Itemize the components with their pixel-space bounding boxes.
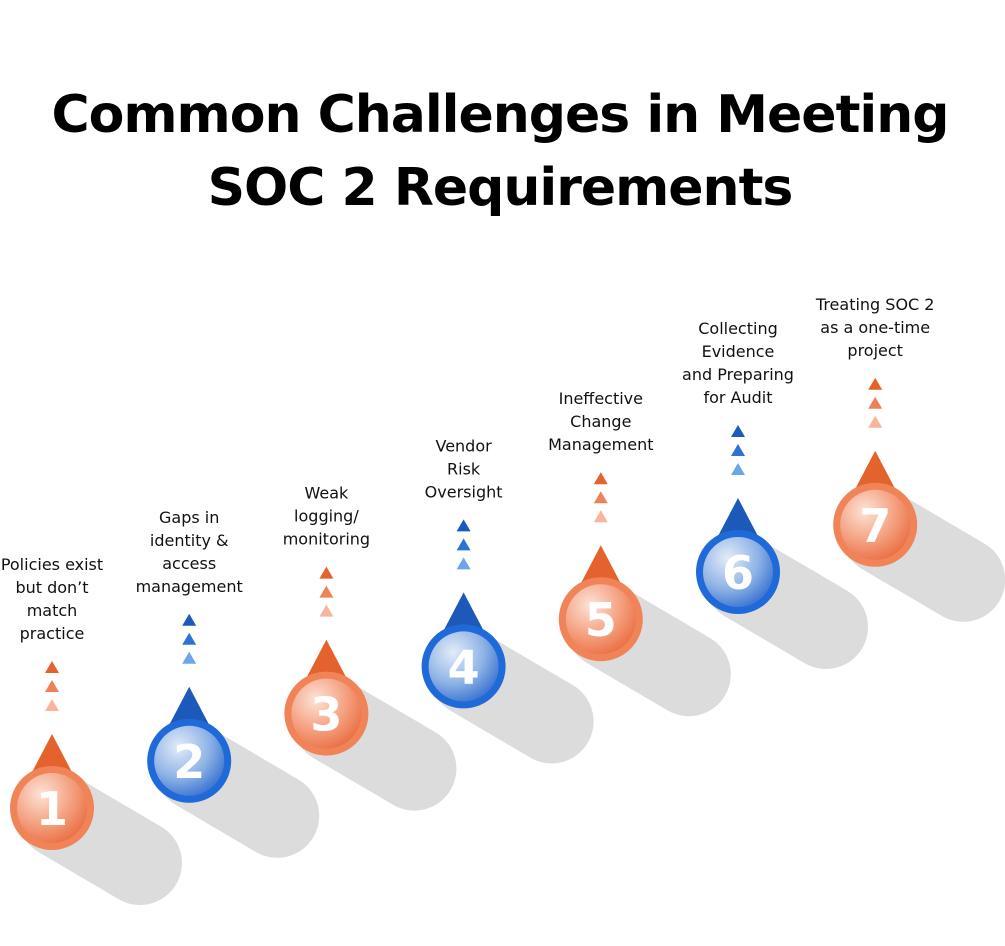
pointer [578, 545, 623, 588]
step-label: Treating SOC 2 [815, 295, 935, 314]
chevron [731, 463, 745, 475]
step-label: monitoring [283, 530, 370, 549]
pointer [304, 639, 349, 682]
chevron [319, 566, 334, 579]
step-label: Evidence [702, 342, 775, 361]
step-label: practice [20, 624, 85, 643]
step-label: Vendor [435, 436, 492, 455]
step-label: Oversight [425, 482, 503, 501]
chevron [45, 699, 59, 711]
step-label: Ineffective [559, 389, 643, 408]
chevron [456, 557, 471, 570]
step: 4 Vendor Risk Oversight [421, 436, 506, 709]
step-label: Management [548, 435, 653, 454]
steps: 1 Policies exist but don’t match practice 2 Ga… [1, 295, 1005, 905]
pointer [716, 498, 760, 540]
chevron [45, 661, 59, 673]
chevron [45, 680, 59, 692]
step-label: Change [570, 412, 631, 431]
step-label: Policies exist [1, 555, 103, 574]
step-label: access [162, 554, 216, 573]
step-label: for Audit [703, 388, 772, 407]
badge [291, 678, 362, 749]
badge [703, 537, 773, 607]
chevron [731, 444, 745, 456]
badge [154, 725, 225, 796]
title-line: SOC 2 Requirements [208, 158, 793, 218]
step-number: 2 [173, 735, 205, 789]
chevron [182, 613, 197, 626]
step: 3 Weak logging/monitoring [283, 484, 370, 756]
chevron [319, 585, 334, 598]
chevron [868, 415, 883, 428]
step: 5 Ineffective Change Management [548, 389, 654, 662]
step-label: identity & [150, 531, 229, 550]
step-label: as a one-time [820, 318, 930, 337]
badge [840, 489, 911, 560]
title-line: Common Challenges in Meeting [51, 85, 948, 145]
markers: 1 Policies exist but don’t match practice 2 Ga… [1, 295, 935, 850]
step-number: 7 [859, 499, 891, 553]
pointer [441, 592, 486, 635]
step: 1 Policies exist but don’t match practice [1, 555, 103, 850]
pointer [853, 450, 898, 493]
step-label: Risk [447, 459, 481, 478]
chevron [593, 510, 608, 523]
step-number: 3 [310, 688, 342, 742]
chevron [182, 632, 197, 645]
step-label: match [27, 601, 78, 620]
step-number: 6 [722, 546, 754, 600]
chevron [868, 396, 883, 409]
step-number: 4 [448, 640, 480, 694]
step-number: 5 [585, 593, 617, 647]
chevron [319, 604, 334, 617]
chevron [593, 491, 608, 504]
step-label: logging/ [294, 507, 359, 526]
step-label: Gaps in [159, 508, 219, 527]
step: 2 Gaps in identity & access management [136, 508, 243, 803]
chevron [456, 519, 471, 532]
step-label: Collecting [698, 319, 778, 338]
step-label: but don’t [15, 578, 88, 597]
badge [428, 631, 499, 702]
step-label: Weak [305, 484, 350, 503]
chevron [456, 538, 471, 551]
step-label: and Preparing [682, 365, 794, 384]
pointer [30, 734, 74, 776]
chevron [182, 651, 197, 664]
chevron [868, 377, 883, 390]
step-label: project [847, 341, 903, 360]
step: 7 Treating SOC 2 as a one-time project [815, 295, 935, 567]
chevron [731, 425, 745, 437]
badge [17, 773, 87, 843]
chevron [593, 472, 608, 485]
step-number: 1 [36, 782, 68, 836]
pointer [167, 686, 212, 729]
step-label: management [136, 577, 243, 596]
badge [565, 584, 636, 655]
step: 6 Collecting Evidence and Preparing for Audi… [682, 319, 794, 614]
